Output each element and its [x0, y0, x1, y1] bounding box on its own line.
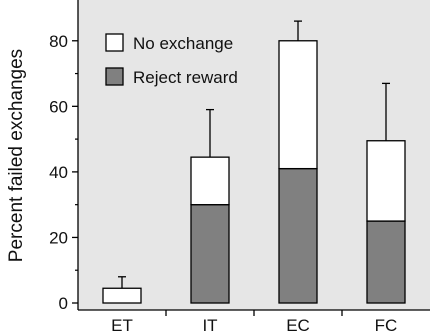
x-tick-label-it: IT	[202, 316, 217, 333]
y-tick-label-20: 20	[49, 228, 68, 247]
legend-swatch-reject-reward	[105, 67, 124, 86]
y-axis-title: Percent failed exchanges	[6, 49, 27, 262]
y-tick-label-80: 80	[49, 32, 68, 51]
bar-fc-reject-reward	[366, 220, 406, 304]
error-bars-layer	[118, 20, 390, 289]
legend: No exchange Reject reward	[105, 33, 238, 87]
legend-label-reject-reward: Reject reward	[133, 68, 238, 87]
bar-et-no-exchange	[102, 287, 142, 304]
y-tick-label-40: 40	[49, 163, 68, 182]
legend-label-no-exchange: No exchange	[133, 34, 233, 53]
bar-it-reject-reward	[190, 204, 230, 304]
x-tick-label-fc: FC	[375, 316, 398, 333]
bar-ec-reject-reward	[278, 167, 318, 304]
legend-swatch-no-exchange	[105, 33, 124, 52]
y-tick-label-0: 0	[59, 294, 68, 313]
bar-ec-no-exchange	[278, 40, 318, 170]
x-tick-label-et: ET	[111, 316, 133, 333]
bar-it-no-exchange	[190, 156, 230, 206]
axes-layer: 0 20 40 60 80 ET IT EC FC	[49, 0, 430, 333]
x-tick-label-ec: EC	[286, 316, 310, 333]
y-tick-label-60: 60	[49, 97, 68, 116]
bar-fc-no-exchange	[366, 140, 406, 222]
